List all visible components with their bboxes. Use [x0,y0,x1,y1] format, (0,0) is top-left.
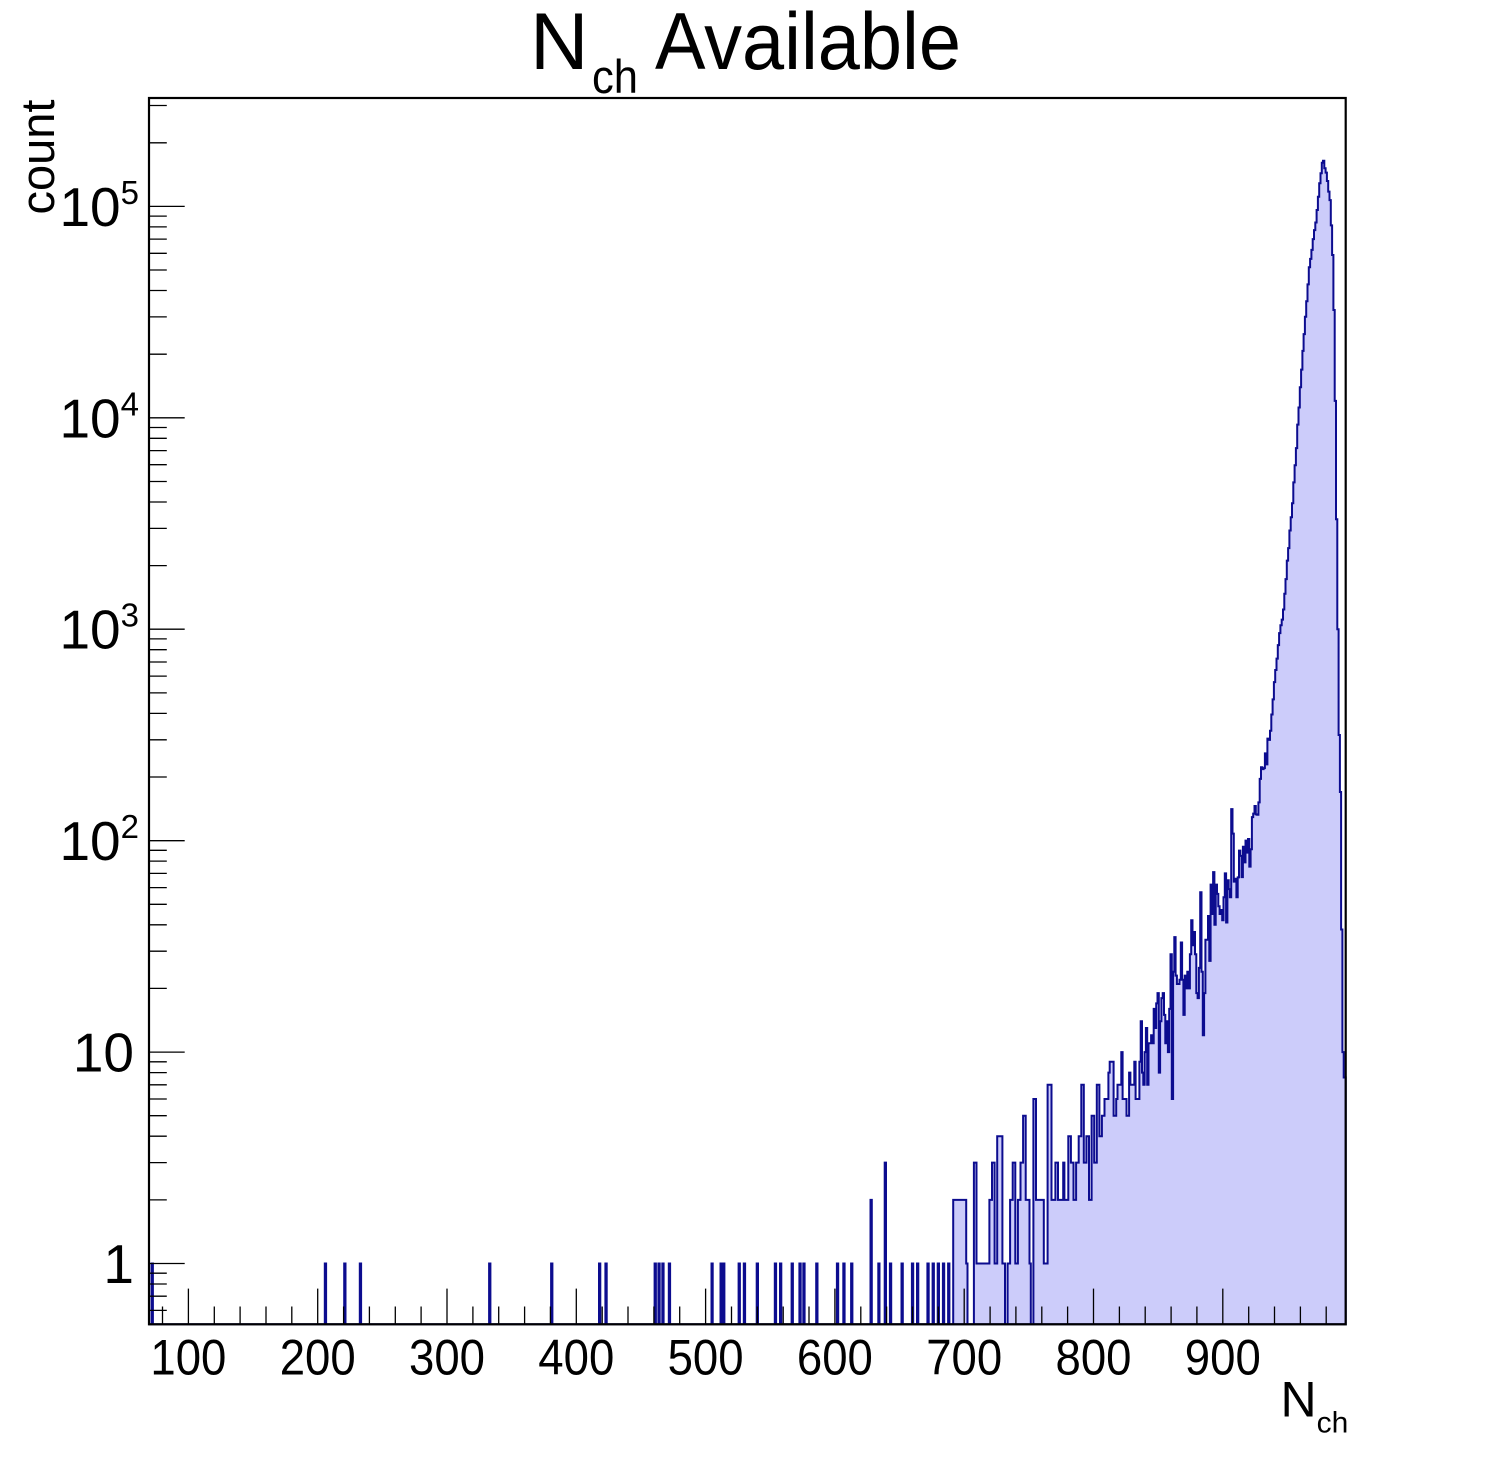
svg-text:count: count [11,100,64,215]
svg-text:102: 102 [59,808,139,872]
svg-text:Available: Available [655,0,961,87]
svg-text:ch: ch [592,50,638,103]
svg-text:300: 300 [409,1330,485,1386]
svg-text:N: N [530,0,589,87]
svg-text:10: 10 [73,1022,134,1084]
svg-text:1: 1 [103,1233,134,1295]
svg-text:500: 500 [668,1330,744,1386]
svg-text:900: 900 [1185,1330,1261,1386]
svg-text:800: 800 [1056,1330,1132,1386]
svg-text:600: 600 [797,1330,873,1386]
svg-text:100: 100 [150,1330,226,1386]
svg-text:700: 700 [926,1330,1002,1386]
svg-text:200: 200 [280,1330,356,1386]
svg-text:400: 400 [538,1330,614,1386]
